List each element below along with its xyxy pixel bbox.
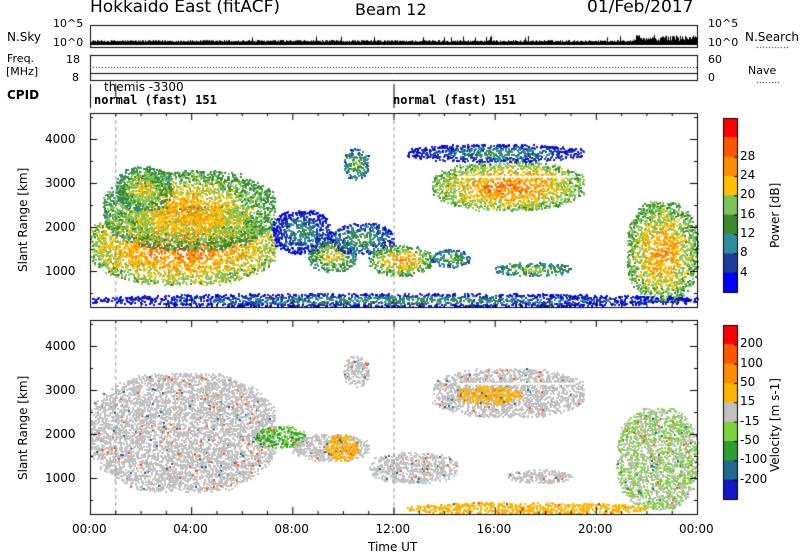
velocity-colorbar-label: Velocity [m s-1] (768, 378, 782, 472)
colorbar-tick-label: 16 (740, 206, 756, 221)
x-tick-label: 20:00 (577, 522, 613, 536)
station-title: Hokkaido East (fitACF) (90, 0, 281, 17)
colorbar-tick-label: 50 (740, 375, 756, 389)
colorbar-tick-label: 200 (740, 336, 763, 351)
noise-bottom-tick: 10^0 (53, 36, 84, 49)
x-tick-label: 00:00 (679, 522, 714, 536)
nave-tick-bottom: 0 (708, 71, 715, 84)
y-tick-label: 4000 (45, 338, 76, 353)
noise-right-bottom-tick: 10^0 (708, 36, 739, 49)
y-tick-label: 2000 (45, 426, 76, 441)
noise-top-tick: 10^5 (53, 17, 84, 30)
colorbar-tick-label: 4 (740, 264, 748, 279)
colorbar-tick-label: -100 (740, 452, 768, 467)
colorbar-tick-label: 15 (740, 394, 756, 409)
y-tick-label: 1000 (45, 263, 76, 278)
beam-label: Beam 12 (355, 0, 427, 19)
freq-tick-top: 18 (66, 53, 80, 66)
cpid-event-label: themis -3300 (104, 80, 184, 94)
y-tick-label: 4000 (45, 131, 76, 146)
y-tick-label: 3000 (45, 382, 76, 397)
y-tick-label: 1000 (45, 470, 76, 485)
freq-label-line2: [MHz] (6, 65, 39, 78)
colorbar-tick-label: 100 (740, 355, 763, 370)
x-axis-label: Time UT (368, 540, 418, 554)
colorbar-tick-label: 28 (740, 148, 756, 163)
cpid-label: CPID (7, 88, 40, 102)
noise-right-top-tick: 10^5 (708, 17, 739, 30)
freq-tick-bottom: 8 (72, 71, 79, 84)
colorbar-tick-label: 20 (740, 187, 756, 202)
date-label: 01/Feb/2017 (587, 0, 694, 17)
nave-tick-top: 60 (708, 53, 722, 66)
colorbar-tick-label: -200 (740, 471, 768, 486)
y-axis-label-velocity: Slant Range [km] (16, 375, 30, 480)
colorbar-tick-label: 12 (740, 226, 756, 240)
power-colorbar-label: Power [dB] (768, 182, 782, 248)
x-tick-label: 12:00 (375, 522, 411, 536)
cpid-segment-1: normal (fast) 151 (94, 93, 217, 107)
y-axis-label-power: Slant Range [km] (16, 167, 30, 272)
nave-label: Nave (748, 64, 777, 77)
x-tick-label: 00:00 (72, 522, 107, 536)
x-tick-label: 16:00 (476, 522, 512, 536)
y-tick-label: 2000 (45, 219, 76, 234)
x-tick-label: 04:00 (173, 522, 208, 536)
x-tick-label: 08:00 (274, 522, 309, 536)
cpid-segment-2: normal (fast) 151 (393, 93, 516, 107)
colorbar-tick-label: 8 (740, 245, 748, 260)
noise-search-label: N.Search (745, 30, 800, 44)
colorbar-tick-label: 24 (740, 168, 756, 182)
freq-label-line1: Freq. (7, 52, 35, 65)
y-tick-label: 3000 (45, 175, 76, 190)
noise-sky-label: N.Sky (7, 30, 42, 44)
colorbar-tick-label: -15 (740, 413, 760, 428)
colorbar-tick-label: -50 (740, 433, 760, 447)
